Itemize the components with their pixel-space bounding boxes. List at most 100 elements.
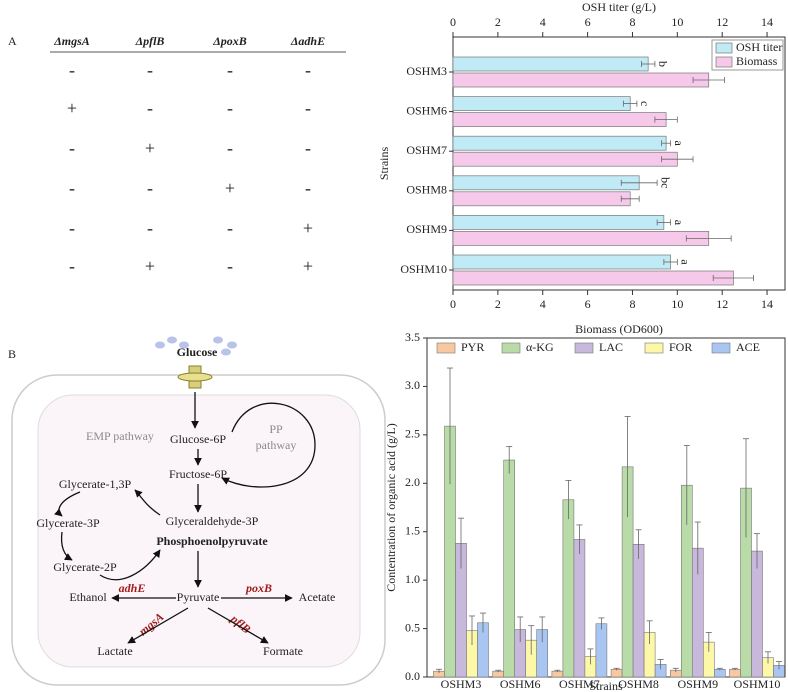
table-cell: + (145, 256, 155, 276)
error-bar (661, 156, 694, 163)
error-bar (646, 620, 653, 645)
legend-label: Biomass (736, 54, 778, 68)
error-bar (436, 668, 442, 674)
node-label: Glycerate-1,3P (59, 477, 132, 491)
legend-swatch (644, 342, 664, 354)
legend-label: FOR (669, 340, 692, 354)
significance-label: c (638, 101, 652, 106)
x-tick-label: 12 (716, 297, 728, 311)
error-bar (743, 438, 749, 538)
error-bar (539, 616, 546, 643)
arrows (54, 392, 316, 644)
error-bar (587, 648, 594, 665)
enzyme-label: adhE (119, 581, 146, 595)
table-header: ΔpflB (135, 34, 165, 48)
table-header: ΔpoxB (212, 34, 247, 48)
error-bar (554, 669, 561, 673)
error-bar (635, 529, 642, 559)
pathway-diagram: Glucose EMP pathway PP pathway Glucose-6… (11, 336, 386, 686)
x-axis-label: Biomass (OD600) (575, 322, 663, 336)
bar (562, 499, 575, 678)
error-bar (683, 445, 690, 525)
error-bar (712, 275, 754, 281)
x-tick-label: OSHM3 (441, 677, 482, 691)
bar (751, 550, 763, 678)
node-label: Acetate (299, 590, 336, 604)
y-axis-label: Contentration of organic acid (g/L) (384, 423, 398, 591)
error-bar (620, 195, 640, 202)
node-label: Formate (263, 644, 303, 658)
table-header: ΔadhE (290, 34, 325, 48)
error-bar (565, 479, 572, 520)
x2-tick-label: 8 (629, 15, 635, 29)
table-cell: - (227, 256, 233, 276)
x-tick-label: 8 (629, 297, 635, 311)
bar (632, 544, 645, 678)
error-bar (694, 521, 701, 575)
error-bar (598, 617, 605, 630)
bar (452, 254, 671, 270)
y-tick-label: 1.0 (405, 572, 420, 586)
node-label: Lactate (97, 644, 132, 658)
table-cell: - (147, 178, 153, 198)
table-cell: - (69, 256, 75, 276)
y-tick-label: OSHM10 (400, 262, 447, 276)
y-tick-label: OSHM6 (406, 103, 447, 117)
enzyme-label: poxB (245, 581, 272, 595)
x-tick-label: OSHM10 (734, 677, 781, 691)
error-bar (528, 625, 535, 655)
node-label: EMP pathway (86, 429, 154, 443)
x-axis-label: Strains (589, 679, 623, 692)
bar (452, 175, 640, 191)
node-label: PP (269, 422, 283, 436)
legend-label: ACE (736, 340, 760, 354)
bar (573, 539, 586, 678)
x-tick-label: OSHM7 (559, 677, 600, 691)
glucose-molecules (155, 336, 237, 356)
error-bar (480, 612, 486, 633)
y-tick-label: 0.5 (405, 620, 420, 634)
table-cell: - (305, 98, 311, 118)
bar (610, 668, 623, 678)
x-tick-label: OSHM8 (618, 677, 659, 691)
error-bar (458, 517, 464, 569)
table-cell: + (225, 178, 235, 198)
error-bar (685, 235, 732, 242)
node-label: pathway (256, 438, 297, 452)
y-axis-label: Strains (377, 147, 391, 181)
node-label: Ethanol (69, 590, 107, 604)
error-bar (663, 259, 678, 265)
node-label: Glucose (177, 345, 218, 359)
error-bar (754, 533, 760, 569)
table-cell: - (147, 98, 153, 118)
transporter (177, 365, 213, 389)
error-bar (654, 116, 678, 123)
bar (452, 151, 678, 167)
node-label: Glucose-6P (170, 432, 226, 446)
legend-swatch (501, 342, 521, 354)
legend-swatch (436, 342, 456, 354)
error-bar (506, 446, 513, 474)
error-bar (495, 669, 502, 673)
panel-label: A (8, 34, 17, 48)
y-tick-label: OSHM9 (406, 222, 447, 236)
x-tick-label: 2 (495, 297, 501, 311)
bar (452, 215, 665, 230)
x2-tick-label: 6 (585, 15, 591, 29)
table-cell: + (67, 98, 77, 118)
error-bar (705, 632, 712, 652)
error-bar (765, 651, 771, 664)
node-label: Phosphoenolpyruvate (156, 534, 268, 548)
legend-label: α-KG (526, 340, 554, 354)
bar (595, 623, 608, 678)
bar (452, 191, 631, 207)
table-cell: - (227, 60, 233, 80)
error-bar (613, 667, 620, 671)
table-cell: + (303, 218, 313, 238)
y-tick-label: 3.0 (405, 378, 420, 392)
x2-tick-label: 12 (716, 15, 728, 29)
table-cell: - (305, 138, 311, 158)
x-tick-label: 0 (450, 297, 456, 311)
error-bar (641, 61, 656, 67)
y-tick-label: OSHM7 (406, 143, 447, 157)
